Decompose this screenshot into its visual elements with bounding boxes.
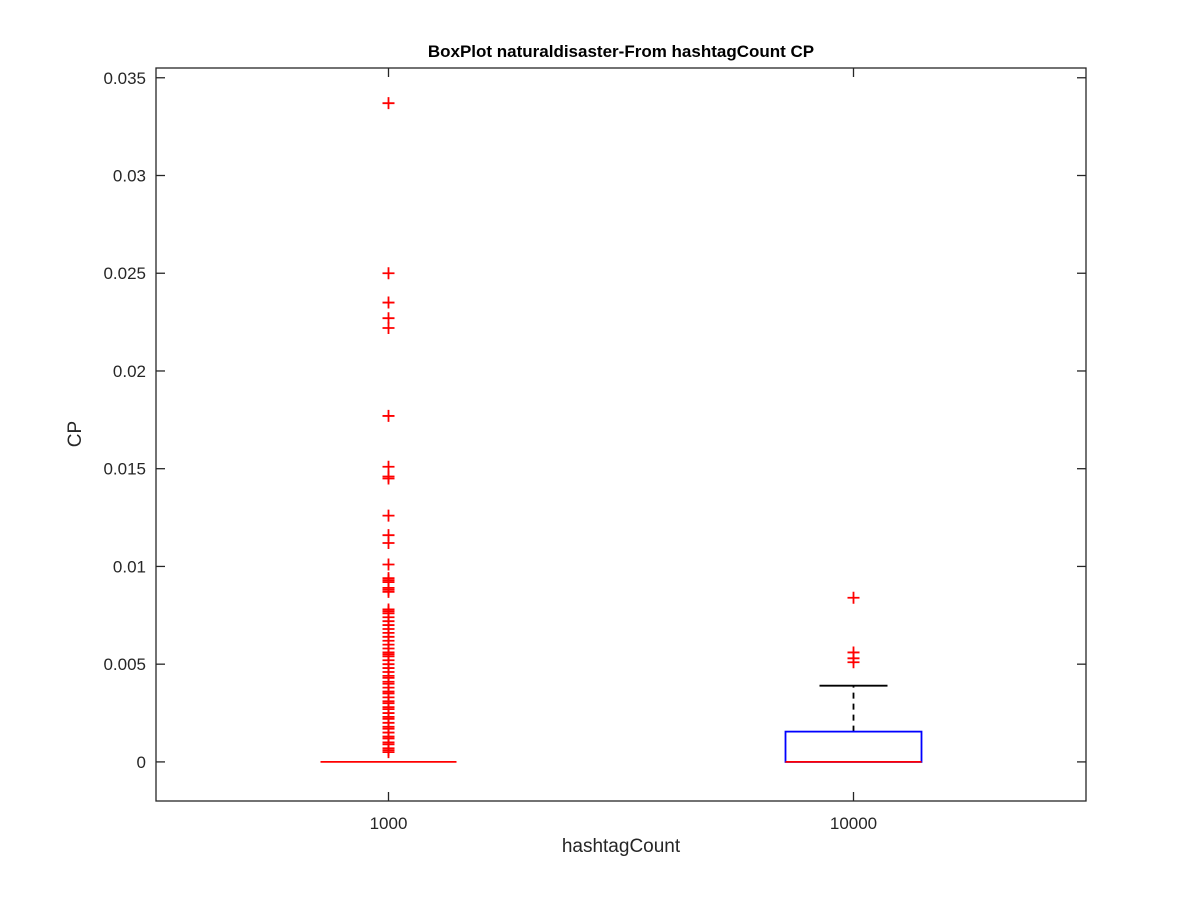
x-axis-label: hashtagCount: [562, 836, 681, 857]
y-tick-label: 0.01: [113, 557, 146, 576]
y-axis-label: CP: [65, 421, 86, 447]
box-group: [320, 97, 457, 763]
outlier-marker: [382, 536, 395, 549]
outlier-marker: [382, 267, 395, 280]
outlier-marker: [382, 746, 395, 759]
outlier-marker: [847, 656, 860, 669]
y-tick-label: 0.02: [113, 362, 146, 381]
outlier-marker: [382, 472, 395, 485]
outlier-marker: [382, 321, 395, 334]
y-tick-label: 0.035: [103, 69, 146, 88]
box-group: [784, 591, 923, 763]
x-axis: 1000 10000: [370, 68, 877, 833]
y-tick-label: 0.03: [113, 167, 146, 186]
axes-frame: [155, 67, 1087, 802]
outlier-marker: [382, 97, 395, 110]
y-tick-label: 0: [137, 753, 146, 772]
outlier-marker: [382, 558, 395, 571]
y-tick-label: 0.025: [103, 264, 146, 283]
x-tick-label: 1000: [370, 814, 408, 833]
outlier-marker: [382, 509, 395, 522]
chart-title: BoxPlot naturaldisaster-From hashtagCoun…: [428, 42, 814, 61]
plot-layer: [320, 97, 923, 763]
y-tick-label: 0.015: [103, 460, 146, 479]
outlier-marker: [382, 296, 395, 309]
outlier-marker: [382, 585, 395, 598]
y-axis: 0 0.005 0.01 0.015 0.02 0.025 0.03 0.035: [103, 69, 1086, 772]
y-tick-label: 0.005: [103, 655, 146, 674]
x-tick-label: 10000: [830, 814, 877, 833]
outlier-marker: [382, 409, 395, 422]
outlier-marker: [847, 591, 860, 604]
